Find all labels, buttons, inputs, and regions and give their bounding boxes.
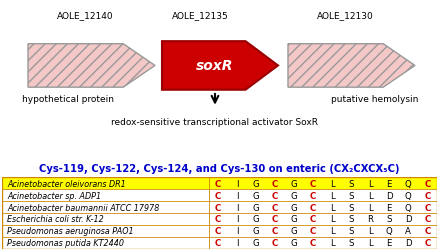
Text: Q: Q xyxy=(404,179,411,188)
Text: C: C xyxy=(423,214,429,224)
Text: S: S xyxy=(385,214,391,224)
Text: soxR: soxR xyxy=(196,59,233,73)
Text: S: S xyxy=(348,179,353,188)
Text: G: G xyxy=(252,191,259,200)
Text: L: L xyxy=(367,191,372,200)
Text: Conserved four cysteine residues: Conserved four cysteine residues xyxy=(115,144,323,154)
Text: L: L xyxy=(329,238,334,247)
Text: C: C xyxy=(272,179,278,188)
Text: AOLE_12140: AOLE_12140 xyxy=(57,11,113,20)
Text: C: C xyxy=(309,214,316,224)
Text: hypothetical protein: hypothetical protein xyxy=(22,95,114,104)
Text: C: C xyxy=(272,203,278,212)
Text: I: I xyxy=(235,214,238,224)
Text: I: I xyxy=(235,226,238,235)
Text: G: G xyxy=(290,179,297,188)
Text: C: C xyxy=(423,191,429,200)
Text: Q: Q xyxy=(385,226,392,235)
FancyBboxPatch shape xyxy=(2,178,436,190)
Text: R: R xyxy=(367,214,372,224)
Text: C: C xyxy=(215,179,221,188)
Text: G: G xyxy=(252,238,259,247)
Text: C: C xyxy=(309,226,316,235)
Text: S: S xyxy=(348,203,353,212)
Text: G: G xyxy=(252,179,259,188)
Text: AOLE_12130: AOLE_12130 xyxy=(316,11,373,20)
Text: redox-sensitive transcriptional activator SoxR: redox-sensitive transcriptional activato… xyxy=(111,118,318,127)
Text: G: G xyxy=(290,191,297,200)
Text: Pseudomonas putida KT2440: Pseudomonas putida KT2440 xyxy=(7,238,124,247)
Text: Acinetobacter sp. ADP1: Acinetobacter sp. ADP1 xyxy=(7,191,101,200)
Text: S: S xyxy=(348,214,353,224)
Text: G: G xyxy=(290,238,297,247)
Text: L: L xyxy=(329,191,334,200)
Text: Acinetobacter oleivorans DR1: Acinetobacter oleivorans DR1 xyxy=(7,179,126,188)
Text: S: S xyxy=(348,226,353,235)
Text: L: L xyxy=(329,226,334,235)
Text: D: D xyxy=(404,214,411,224)
Text: G: G xyxy=(290,214,297,224)
Text: G: G xyxy=(290,203,297,212)
Text: C: C xyxy=(309,179,316,188)
Text: D: D xyxy=(404,238,411,247)
Text: L: L xyxy=(329,203,334,212)
Text: I: I xyxy=(235,203,238,212)
Text: C: C xyxy=(309,203,316,212)
FancyBboxPatch shape xyxy=(2,237,436,249)
Text: C: C xyxy=(309,191,316,200)
Text: C: C xyxy=(272,214,278,224)
Text: C: C xyxy=(215,238,221,247)
Text: Q: Q xyxy=(404,191,411,200)
Text: C: C xyxy=(215,226,221,235)
FancyBboxPatch shape xyxy=(2,201,436,213)
Text: G: G xyxy=(252,214,259,224)
Text: E: E xyxy=(385,203,391,212)
Text: C: C xyxy=(423,238,429,247)
Text: C: C xyxy=(215,191,221,200)
Text: C: C xyxy=(272,191,278,200)
Text: S: S xyxy=(348,238,353,247)
Text: C: C xyxy=(272,238,278,247)
Text: G: G xyxy=(252,226,259,235)
Text: I: I xyxy=(235,238,238,247)
Text: Pseudomonas aeruginosa PAO1: Pseudomonas aeruginosa PAO1 xyxy=(7,226,134,235)
Text: D: D xyxy=(385,191,392,200)
Text: C: C xyxy=(423,179,429,188)
Text: L: L xyxy=(367,203,372,212)
Text: S: S xyxy=(348,191,353,200)
Text: L: L xyxy=(329,179,334,188)
Text: Acinetobacter baumannii ATCC 17978: Acinetobacter baumannii ATCC 17978 xyxy=(7,203,159,212)
Text: L: L xyxy=(367,238,372,247)
Text: C: C xyxy=(215,203,221,212)
Text: Q: Q xyxy=(404,203,411,212)
FancyBboxPatch shape xyxy=(2,190,436,201)
Text: L: L xyxy=(367,179,372,188)
Text: G: G xyxy=(290,226,297,235)
Polygon shape xyxy=(287,44,414,88)
FancyBboxPatch shape xyxy=(2,213,436,225)
Text: L: L xyxy=(367,226,372,235)
Text: E: E xyxy=(385,179,391,188)
Polygon shape xyxy=(28,44,155,88)
Text: L: L xyxy=(329,214,334,224)
Text: C: C xyxy=(423,226,429,235)
Text: C: C xyxy=(272,226,278,235)
Text: I: I xyxy=(235,179,238,188)
FancyBboxPatch shape xyxy=(2,225,436,237)
Text: E: E xyxy=(385,238,391,247)
Text: A: A xyxy=(404,226,410,235)
Text: C: C xyxy=(423,203,429,212)
Text: Cys-119, Cys-122, Cys-124, and Cys-130 on enteric (CX₂CXCX₅C): Cys-119, Cys-122, Cys-124, and Cys-130 o… xyxy=(39,163,399,173)
Text: Escherichia coli str. K-12: Escherichia coli str. K-12 xyxy=(7,214,104,224)
Text: C: C xyxy=(215,214,221,224)
Text: AOLE_12135: AOLE_12135 xyxy=(171,11,228,20)
Text: I: I xyxy=(235,191,238,200)
Text: C: C xyxy=(309,238,316,247)
Text: putative hemolysin: putative hemolysin xyxy=(331,95,418,104)
Polygon shape xyxy=(162,42,277,90)
Text: G: G xyxy=(252,203,259,212)
